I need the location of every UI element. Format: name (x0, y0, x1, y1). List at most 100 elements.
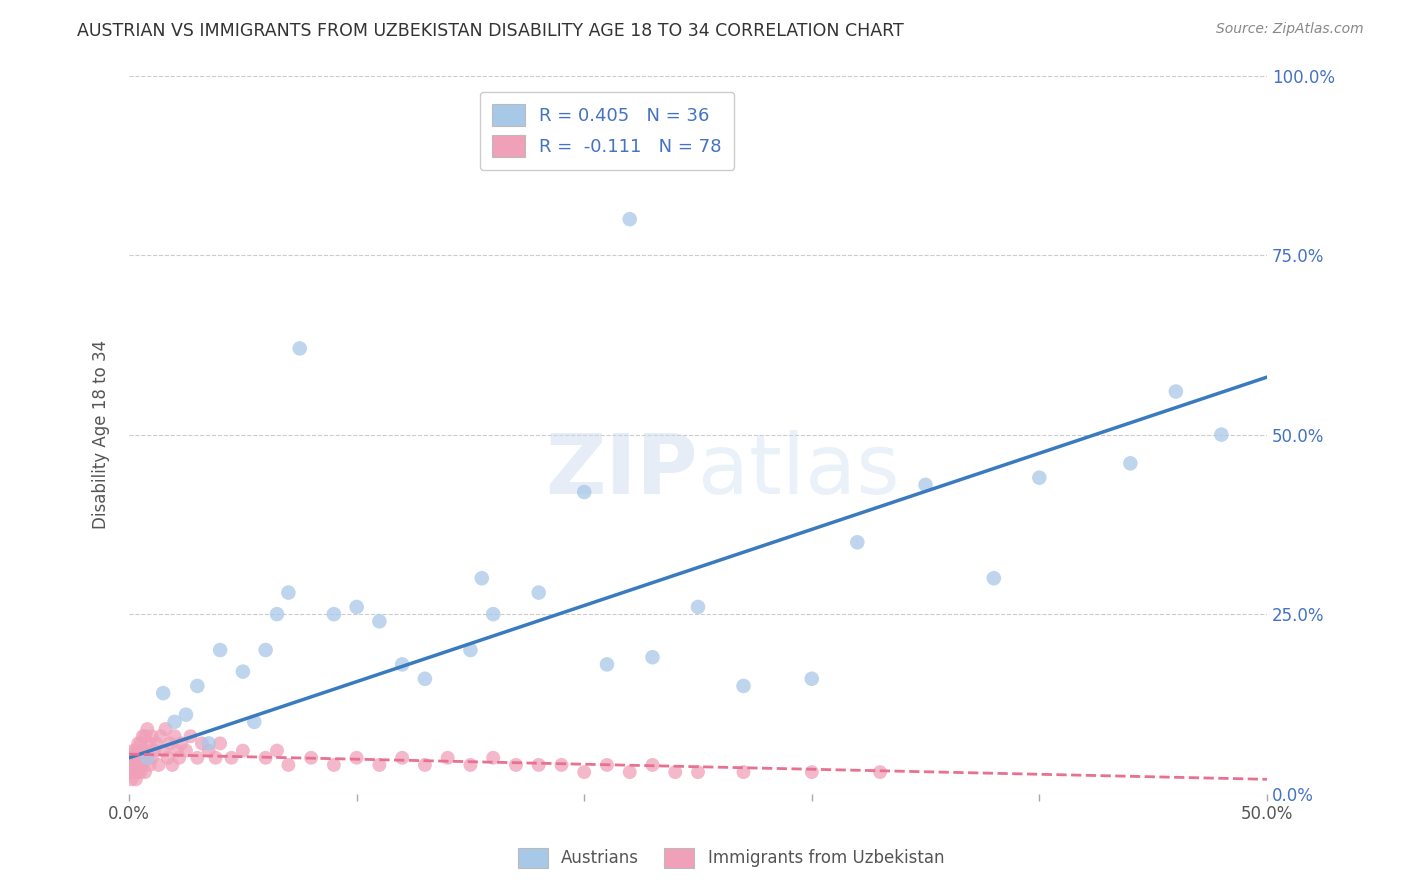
Point (129, 758, 152, 772)
Point (254, 751, 277, 765)
Point (163, 714, 186, 729)
Point (141, 751, 163, 765)
Point (122, 758, 145, 772)
Point (138, 758, 160, 772)
Point (159, 736, 181, 750)
Text: Source: ZipAtlas.com: Source: ZipAtlas.com (1216, 22, 1364, 37)
Point (460, 643, 482, 657)
Point (482, 751, 505, 765)
Point (391, 657, 413, 672)
Point (127, 765, 149, 780)
Point (664, 765, 686, 780)
Point (127, 758, 149, 772)
Point (413, 758, 436, 772)
Point (869, 765, 891, 780)
Point (686, 599, 709, 614)
Point (277, 585, 299, 599)
Point (914, 478, 936, 492)
Point (152, 743, 174, 757)
Point (122, 765, 145, 780)
Point (149, 729, 172, 743)
Point (170, 736, 193, 750)
Point (197, 743, 219, 757)
Point (266, 607, 288, 621)
Point (145, 736, 167, 750)
Text: AUSTRIAN VS IMMIGRANTS FROM UZBEKISTAN DISABILITY AGE 18 TO 34 CORRELATION CHART: AUSTRIAN VS IMMIGRANTS FROM UZBEKISTAN D… (77, 22, 904, 40)
Text: ZIP: ZIP (546, 430, 697, 511)
Point (266, 743, 288, 757)
Point (1164, 384, 1187, 399)
Point (800, 672, 823, 686)
Point (129, 736, 152, 750)
Point (733, 679, 755, 693)
Point (413, 672, 436, 686)
Point (505, 758, 527, 772)
Point (125, 758, 148, 772)
Point (141, 729, 163, 743)
Point (346, 751, 368, 765)
Legend: R = 0.405   N = 36, R =  -0.111   N = 78: R = 0.405 N = 36, R = -0.111 N = 78 (479, 92, 734, 170)
Point (983, 571, 1005, 585)
Point (134, 729, 156, 743)
Point (156, 751, 179, 765)
Point (368, 758, 391, 772)
Point (221, 751, 243, 765)
Point (163, 729, 186, 743)
Point (322, 758, 344, 772)
Y-axis label: Disability Age 18 to 34: Disability Age 18 to 34 (93, 340, 110, 529)
Point (186, 751, 208, 765)
Point (136, 751, 159, 765)
Point (1028, 471, 1050, 485)
Point (436, 751, 458, 765)
Point (243, 714, 266, 729)
Point (209, 736, 232, 750)
Point (527, 758, 550, 772)
Point (134, 765, 156, 780)
Point (460, 758, 482, 772)
Point (204, 751, 226, 765)
Text: atlas: atlas (697, 430, 900, 511)
Point (619, 212, 641, 227)
Point (180, 729, 202, 743)
Point (132, 758, 155, 772)
Point (167, 751, 190, 765)
Point (368, 615, 391, 629)
Point (138, 736, 160, 750)
Point (127, 736, 149, 750)
Point (686, 765, 709, 780)
Point (254, 643, 277, 657)
Point (846, 535, 869, 549)
Point (550, 758, 572, 772)
Point (277, 758, 299, 772)
Point (209, 643, 232, 657)
Point (120, 751, 142, 765)
Point (641, 758, 664, 772)
Point (574, 485, 596, 500)
Point (346, 599, 368, 614)
Point (125, 772, 148, 787)
Point (132, 729, 155, 743)
Point (129, 751, 152, 765)
Point (122, 765, 145, 780)
Point (1119, 456, 1142, 470)
Point (191, 736, 214, 750)
Point (527, 585, 550, 599)
Point (132, 743, 155, 757)
Point (148, 758, 170, 772)
Point (136, 722, 159, 736)
Point (197, 736, 219, 750)
Point (155, 722, 177, 736)
Legend: Austrians, Immigrants from Uzbekistan: Austrians, Immigrants from Uzbekistan (512, 841, 950, 875)
Point (596, 758, 619, 772)
Point (322, 607, 344, 621)
Point (391, 751, 413, 765)
Point (641, 650, 664, 665)
Point (299, 751, 322, 765)
Point (129, 765, 152, 780)
Point (120, 758, 142, 772)
Point (288, 342, 311, 356)
Point (152, 686, 174, 700)
Point (166, 743, 188, 757)
Point (186, 679, 208, 693)
Point (136, 751, 159, 765)
